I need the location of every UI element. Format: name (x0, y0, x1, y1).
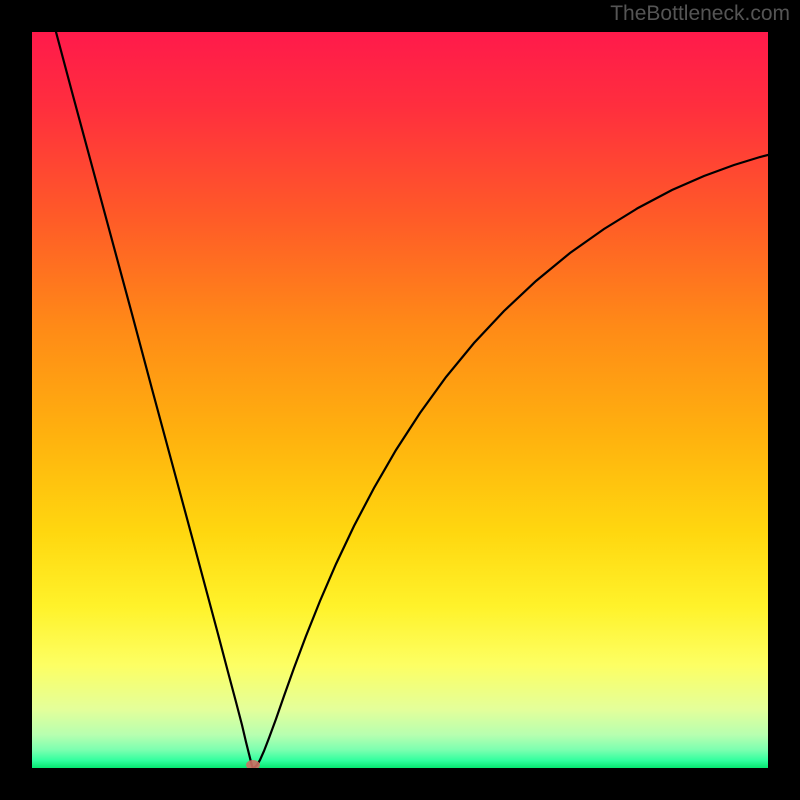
watermark-text: TheBottleneck.com (610, 2, 790, 26)
chart-background (32, 32, 768, 768)
chart-container: TheBottleneck.com (0, 0, 800, 800)
bottleneck-chart (32, 32, 768, 768)
plot-area (32, 32, 768, 768)
